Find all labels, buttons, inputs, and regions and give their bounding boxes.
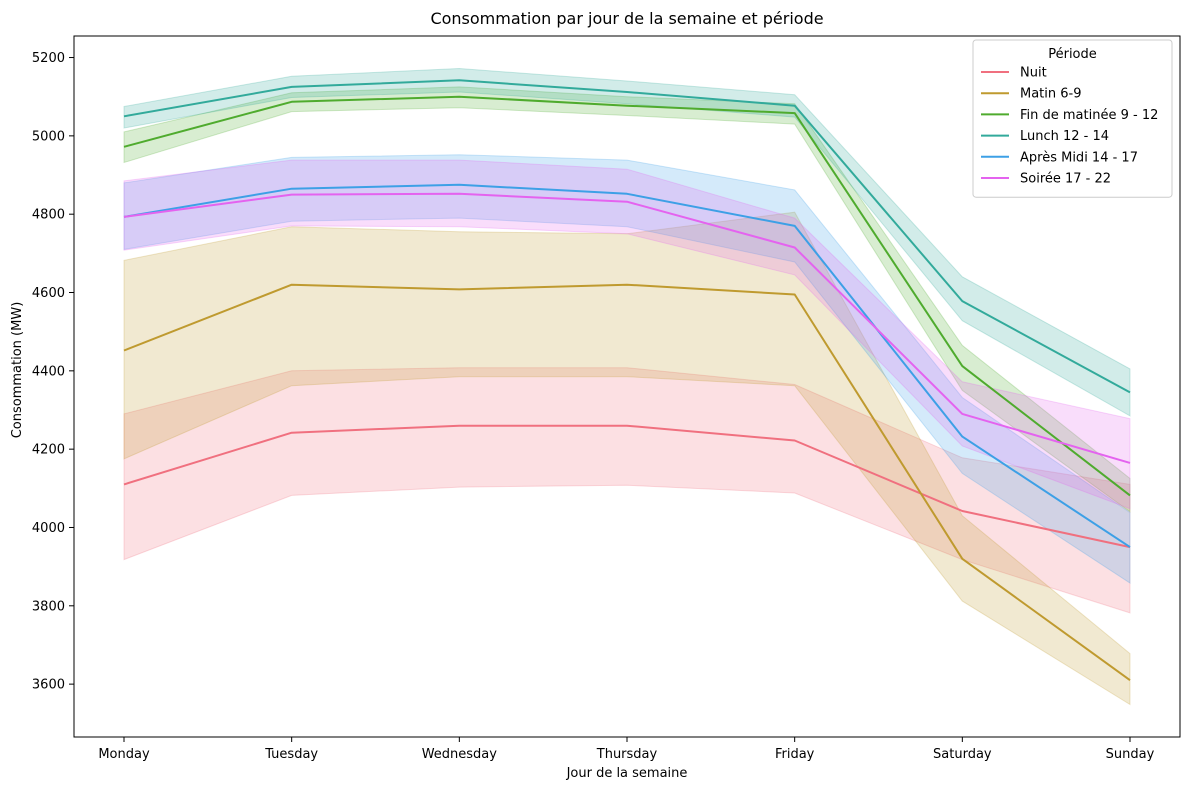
x-tick-label: Friday (775, 747, 815, 762)
x-tick-label: Wednesday (422, 747, 498, 762)
y-tick-label: 3600 (32, 678, 65, 693)
legend-title: Période (1048, 47, 1097, 62)
plot-area (123, 67, 1131, 706)
y-tick-label: 5200 (32, 51, 65, 66)
series-line-matin-6-9 (123, 283, 1131, 682)
y-tick-label: 5000 (32, 129, 65, 144)
ci-band-soiree-17-22 (123, 159, 1131, 510)
x-tick-label: Thursday (596, 747, 658, 762)
y-tick-label: 4200 (32, 443, 65, 458)
series-line-apres-midi-14-17 (123, 183, 1131, 548)
y-tick-label: 4400 (32, 364, 65, 379)
series-line-nuit (123, 424, 1131, 549)
legend-label-matin-6-9: Matin 6-9 (1020, 87, 1082, 102)
ci-band-apres-midi-14-17 (123, 154, 1131, 585)
series-line-soiree-17-22 (123, 192, 1131, 464)
y-axis: 3600 3800 4000 4200 4400 4600 4800 5000 5200 (32, 51, 74, 693)
ci-band-lunch-12-14 (123, 67, 1131, 417)
y-tick-label: 4600 (32, 286, 65, 301)
legend-label-apres-midi-14-17: Après Midi 14 - 17 (1020, 150, 1138, 165)
y-axis-label: Consommation (MW) (10, 302, 25, 439)
y-tick-label: 4800 (32, 208, 65, 223)
y-tick-label: 3800 (32, 599, 65, 614)
x-tick-label: Sunday (1106, 747, 1155, 762)
legend-label-nuit: Nuit (1020, 66, 1047, 81)
ci-band-matin-6-9 (123, 211, 1131, 706)
x-tick-label: Saturday (933, 747, 992, 762)
legend-label-fin-de-matinee-9-12: Fin de matinée 9 - 12 (1020, 108, 1158, 123)
ci-band-fin-de-matinee-9-12 (123, 86, 1131, 513)
legend-box (972, 39, 1173, 198)
x-axis-label: Jour de la semaine (566, 766, 688, 781)
series-line-fin-de-matinee-9-12 (123, 95, 1131, 497)
series-line-lunch-12-14 (123, 79, 1131, 394)
x-tick-label: Tuesday (264, 747, 318, 762)
x-axis: Monday Tuesday Wednesday Thursday Friday Satu… (98, 737, 1155, 762)
chart-title: Consommation par jour de la semaine et p… (430, 9, 823, 28)
x-tick-label: Monday (98, 747, 150, 762)
legend-label-lunch-12-14: Lunch 12 - 14 (1020, 129, 1109, 144)
y-tick-label: 4000 (32, 521, 65, 536)
legend-label-soiree-17-22: Soirée 17 - 22 (1020, 172, 1111, 187)
